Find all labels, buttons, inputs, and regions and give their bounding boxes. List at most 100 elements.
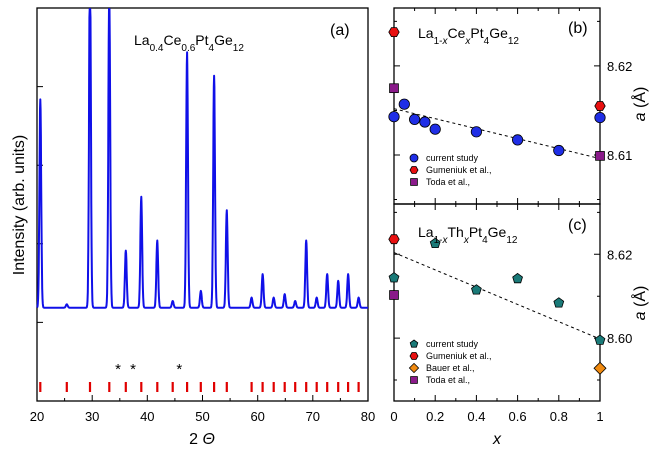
panel-c-fit-line [393, 252, 601, 340]
panel-c-title-part: Ge [488, 224, 507, 240]
data-point [512, 272, 523, 284]
panel-c-title-part: x [441, 235, 448, 246]
panel-a-title-part: Ce [163, 32, 181, 48]
legend-label: current study [426, 153, 479, 163]
panel-c-xlabel: x [492, 431, 502, 448]
panel-a-xtick-label: 60 [250, 409, 264, 424]
data-point [429, 237, 441, 249]
panel-c-ylabel-unit: (Å) [630, 286, 649, 312]
panel-b-legend: current study Gumeniuk et al., Toda et al.… [409, 153, 492, 187]
legend-label: Gumeniuk et al., [426, 351, 492, 361]
legend-label: Gumeniuk et al., [426, 165, 492, 175]
panel-c-ylabel: a (Å) [630, 286, 649, 321]
panel-a-title-part: 4 [209, 43, 215, 54]
data-point [595, 151, 605, 161]
panel-a-frame [36, 7, 369, 402]
panel-c-xtick-label: 0.4 [467, 409, 485, 424]
panel-c-legend: current study Gumeniuk et al., Bauer et al… [408, 339, 492, 385]
panel-a-title-part: 0.6 [181, 43, 195, 54]
panel-c-title: La1-xThxPt4Ge12 [418, 224, 518, 246]
panel-c-xtick-label: 0.2 [426, 409, 444, 424]
data-point [470, 126, 482, 138]
panel-c-title-part: 1- [434, 235, 443, 246]
panel-b-ytick-marks [394, 20, 600, 200]
legend-label: Toda et al., [426, 177, 470, 187]
legend-marker [410, 376, 418, 384]
data-point [594, 101, 606, 111]
legend-marker [409, 339, 419, 348]
panel-c-xtick-label: 1 [596, 409, 603, 424]
impurity-star: * [115, 361, 121, 378]
panel-c-ylabel-symbol: a [632, 311, 649, 320]
impurity-star: * [130, 361, 136, 378]
panel-a-xtick-label: 70 [306, 409, 320, 424]
panel-a: 20 30 40 50 60 70 80 * * * La0.4Ce0.6Pt4Ge12 (a)… [11, 7, 375, 448]
panel-a-xlabel: 2 Θ [189, 431, 215, 448]
panel-b-title-part: La [418, 25, 434, 41]
data-point [408, 113, 421, 126]
panel-b-points [388, 27, 606, 161]
panel-b-title: La1-xCexPt4Ge12 [418, 25, 519, 47]
panel-c-xtick-label: 0.8 [550, 409, 568, 424]
legend-label: current study [426, 339, 479, 349]
panel-a-title-part: La [134, 32, 150, 48]
panel-b-label: (b) [568, 20, 588, 37]
panel-b-title-part: x [464, 36, 471, 47]
legend-marker [409, 153, 419, 163]
panel-b-xtick-marks [393, 8, 601, 204]
data-point [388, 111, 400, 123]
panel-c-title-part: Th [447, 224, 463, 240]
legend-marker [408, 362, 420, 374]
data-point [429, 123, 441, 135]
data-point [471, 284, 482, 295]
data-point [553, 144, 565, 157]
data-point [389, 290, 399, 300]
panel-a-xtick-labels: 20 30 40 50 60 70 80 [30, 409, 375, 424]
data-point [511, 134, 524, 146]
panel-a-title: La0.4Ce0.6Pt4Ge12 [134, 32, 244, 54]
legend-marker [409, 352, 419, 360]
data-point [389, 83, 399, 94]
panel-a-xtick-label: 30 [85, 409, 99, 424]
panel-b-ytick-labels: 8.61 8.62 [607, 59, 632, 163]
data-point [419, 116, 431, 128]
panel-b-title-part: 12 [508, 36, 520, 47]
panel-a-xtick-label: 20 [30, 409, 44, 424]
panel-a-xlabel-text: 2 [189, 431, 202, 448]
panel-a-xtick-label: 40 [140, 409, 154, 424]
panel-a-xtick-label: 50 [195, 409, 209, 424]
panel-c-xtick-labels: 0 0.2 0.4 0.6 0.8 1 [390, 409, 603, 424]
panel-b-ylabel-unit: (Å) [630, 87, 649, 113]
panel-c-label: (c) [568, 217, 587, 234]
panel-c-xtick-marks [393, 204, 601, 401]
panel-a-title-part: 12 [233, 43, 245, 54]
xrd-pattern-line [36, 8, 369, 309]
panel-b-title-part: Ge [489, 25, 508, 41]
legend-label: Toda et al., [426, 375, 470, 385]
panel-a-label: (a) [330, 22, 350, 39]
impurity-star: * [176, 361, 182, 378]
panel-b-title-part: Pt [470, 25, 483, 41]
panel-c-title-part: 4 [482, 235, 488, 246]
panel-a-reflection-ticks [39, 382, 360, 392]
data-point [593, 361, 607, 375]
legend-marker [410, 178, 418, 186]
panel-b-title-part: 4 [484, 36, 490, 47]
panel-a-title-part: 0.4 [150, 43, 164, 54]
panel-c-xtick-label: 0.6 [509, 409, 527, 424]
panel-c-points [388, 234, 607, 375]
panel-a-title-part: Ge [214, 32, 233, 48]
data-point [594, 112, 606, 124]
panel-b-title-part: Ce [447, 25, 465, 41]
panel-a-xtick-marks [36, 395, 369, 401]
panel-c-ytick-label: 8.60 [607, 331, 632, 346]
panel-a-impurity-marks: * * * [115, 361, 182, 378]
panel-b-ytick-label: 8.61 [607, 148, 632, 163]
panel-c-xtick-label: 0 [390, 409, 397, 424]
panel-b-ylabel-symbol: a [632, 112, 649, 121]
panel-b-ytick-label: 8.62 [607, 59, 632, 74]
panel-a-ylabel: Intensity (arb. units) [11, 135, 28, 276]
panel-a-title-part: Pt [195, 32, 208, 48]
panel-c-title-part: x [463, 235, 470, 246]
